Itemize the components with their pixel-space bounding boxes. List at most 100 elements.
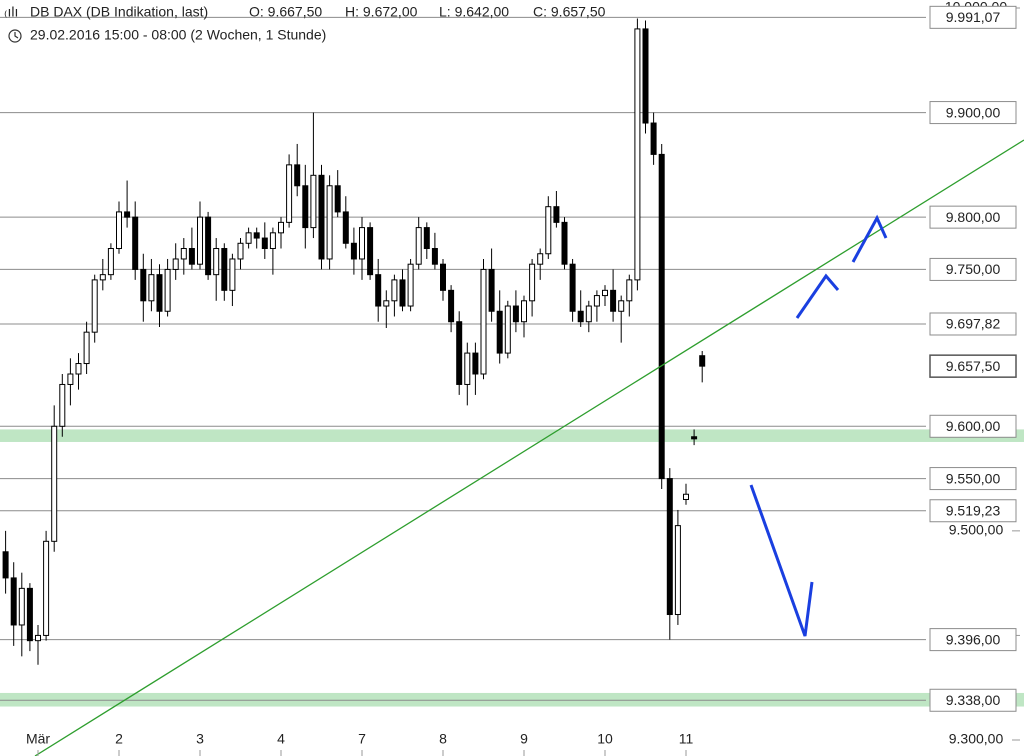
candle-body [440,263,446,291]
current-price-box [929,354,1017,378]
candle-body [674,525,681,616]
candle-body [43,540,50,636]
candle-body [116,211,122,250]
candle-body [642,28,649,124]
candle-body [261,237,268,250]
candle-body [699,355,706,367]
level-box [929,257,1017,281]
candle-body [529,263,536,302]
candle-body [553,206,560,223]
candle-body [512,305,519,323]
candle-body [521,300,527,323]
candle-body [423,227,430,250]
candle-body [359,227,365,260]
candle-body [448,289,455,323]
candle-body [658,153,665,480]
level-box [929,688,1017,712]
candle-body [496,310,503,354]
candle-body [10,577,17,626]
candle-body [35,634,41,642]
candle-body [107,248,114,276]
candle-body [383,300,390,307]
level-label: 9.697,82 [946,316,1001,332]
candle-body [59,383,66,427]
support-zone [0,692,1024,707]
candle-body [124,211,131,218]
candle-body [375,274,382,307]
x-tick-label: 9 [520,731,528,747]
candle-body [286,164,293,223]
candle-body [602,289,608,297]
candle-body [51,425,58,542]
candle-body [310,174,317,229]
candle-body [18,587,25,626]
level-label: 9.991,07 [946,9,1001,25]
candle-body [569,263,576,312]
candle-body [464,352,471,385]
candle-body [148,274,155,302]
level-box [929,414,1017,438]
candle-body [253,232,260,239]
level-box [929,5,1017,29]
candle-body [610,289,617,312]
candle-body [342,211,349,244]
candle-body [618,300,625,312]
candle-body [221,248,228,291]
candle-body [650,122,657,155]
candle-body [585,305,592,323]
candle-body [188,248,195,265]
clock-icon [8,29,22,43]
candle-body [691,436,698,440]
candle-body [140,268,147,302]
level-label: 9.338,00 [946,692,1001,708]
candle-body [666,478,673,616]
candle-body [75,363,82,375]
level-label: 9.550,00 [946,470,1001,486]
arrow-up-2 [851,214,888,263]
candle-body [83,331,90,365]
level-box [929,499,1017,523]
level-label: 9.600,00 [946,418,1001,434]
open: O: 9.667,50 [249,4,322,20]
candle-body [391,279,398,302]
candle-body [634,28,641,281]
candle-body [213,248,220,276]
x-tick-label: 3 [196,731,204,747]
level-label: 9.750,00 [946,261,1001,277]
candle-body [229,258,236,291]
instrument: DB DAX (DB Indikation, last) [30,4,208,20]
clock-hand [14,32,19,39]
candle-body [180,248,187,260]
y-tick-label: 9.500,00 [949,522,1004,538]
low: L: 9.642,00 [439,4,509,20]
x-tick-label: Mär [26,731,50,747]
level-box [929,467,1017,491]
y-tick-label: 9.300,00 [949,731,1004,747]
candle-body [577,310,584,323]
candle-body [561,221,568,265]
candle-body [456,321,463,385]
candle-body [545,206,552,255]
candle-body [91,279,98,333]
candle-body [269,232,276,250]
level-box [929,205,1017,229]
candle-body [480,268,487,375]
candle-body [156,274,163,312]
candle-body [205,216,212,276]
candle-body [294,164,301,187]
candle-body [350,242,357,260]
period: 29.02.2016 15:00 - 08:00 (2 Wochen, 1 St… [30,27,326,43]
candle-body [407,263,414,307]
candle-body [367,227,374,276]
x-tick-label: 8 [439,731,447,747]
candle-body [26,587,33,642]
x-tick-label: 10 [597,731,613,747]
level-box [929,628,1017,652]
candle-body [399,279,406,307]
candle-body [237,242,244,260]
candle-body [683,493,689,500]
candle-body [67,373,74,385]
level-box [929,101,1017,125]
